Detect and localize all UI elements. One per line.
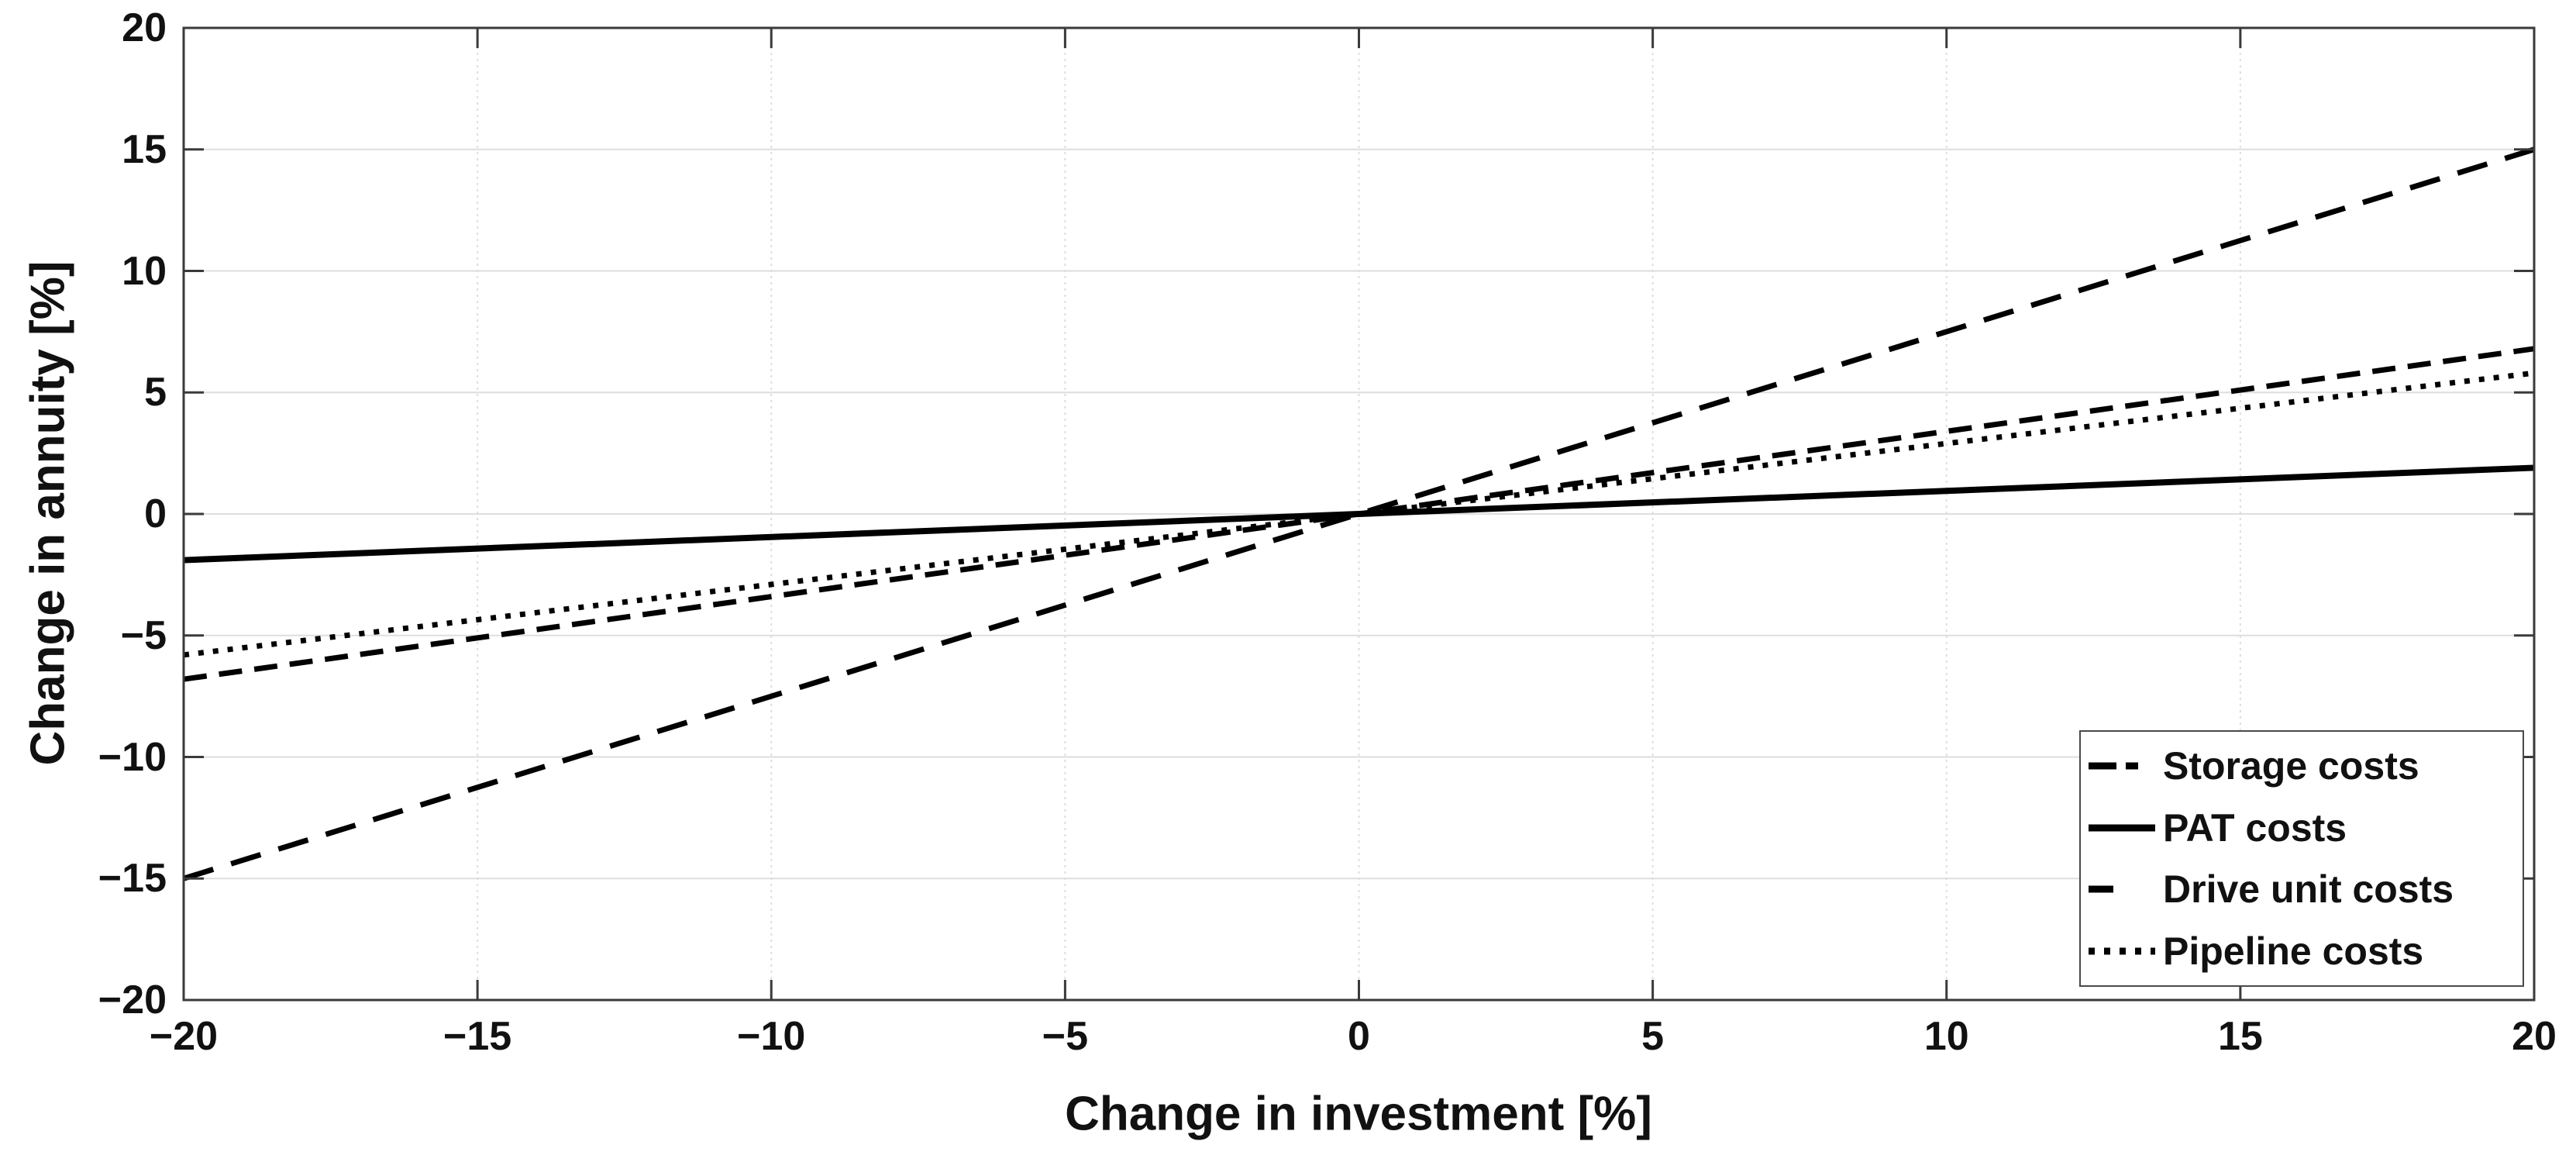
legend-line-sample-drive-unit [2089, 885, 2155, 893]
x-tick-label: −15 [443, 1014, 512, 1059]
x-axis-title: Change in investment [%] [1065, 1087, 1652, 1141]
y-tick-label: 20 [122, 5, 167, 50]
y-tick-label: 5 [144, 370, 167, 416]
legend: Storage costs PAT costs Drive unit costs… [2079, 730, 2524, 987]
legend-label: Pipeline costs [2163, 929, 2424, 973]
legend-line-sample-storage [2089, 762, 2155, 770]
legend-line-sample-pat [2089, 824, 2155, 832]
legend-item: Drive unit costs [2089, 859, 2523, 919]
y-tick-label: −15 [98, 856, 167, 902]
x-tick-label: 10 [1923, 1014, 1969, 1059]
x-tick-label: 0 [1348, 1014, 1370, 1059]
legend-item: Storage costs [2089, 736, 2523, 796]
y-tick-label: −5 [120, 612, 167, 658]
x-tick-label: 5 [1641, 1014, 1665, 1059]
series-line-drive-unit-costs [183, 346, 2535, 682]
x-tick-label: −5 [1042, 1014, 1089, 1059]
y-tick-label: −10 [98, 734, 167, 780]
series-line-storage-costs [182, 147, 2536, 881]
x-tick-label: −10 [737, 1014, 806, 1059]
y-tick-label: 15 [122, 126, 167, 172]
y-tick-label: −20 [98, 978, 167, 1022]
legend-line-sample-pipeline [2089, 947, 2155, 955]
legend-label: PAT costs [2163, 805, 2347, 850]
legend-label: Storage costs [2163, 744, 2419, 788]
y-tick-label: 0 [144, 491, 167, 536]
x-tick-label: 20 [2512, 1014, 2557, 1059]
x-tick-label: 15 [2217, 1014, 2263, 1059]
y-tick-label: 10 [122, 248, 167, 294]
x-tick-label: −20 [149, 1014, 219, 1059]
y-axis-title: Change in annuity [%] [21, 260, 75, 766]
legend-label: Drive unit costs [2163, 867, 2454, 912]
legend-item: PAT costs [2089, 798, 2523, 858]
legend-item: Pipeline costs [2089, 921, 2523, 981]
